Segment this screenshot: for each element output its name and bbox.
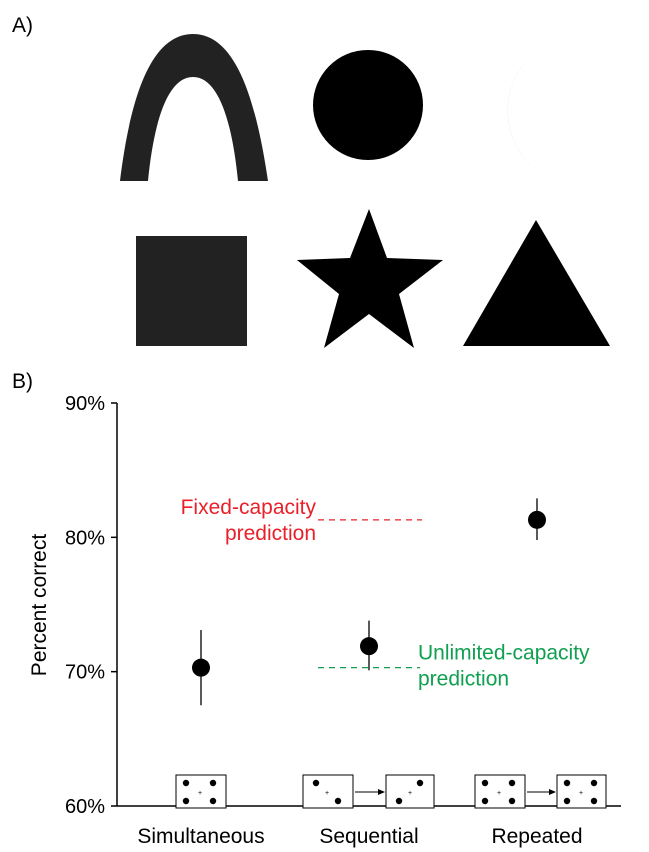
svg-text:+: + bbox=[579, 790, 583, 797]
y-tick-label: 90% bbox=[65, 393, 105, 415]
star-shape bbox=[297, 209, 443, 348]
fixed-capacity-label: Fixed-capacity bbox=[181, 496, 317, 519]
y-axis-title: Percent correct bbox=[28, 534, 51, 677]
x-category-label: Simultaneous bbox=[137, 825, 264, 848]
y-tick-label: 80% bbox=[65, 527, 105, 549]
triangle-shape bbox=[463, 220, 610, 346]
unlimited-capacity-label-line2: prediction bbox=[418, 668, 509, 691]
data-point bbox=[528, 510, 546, 529]
unlimited-capacity-label: Unlimited-capacity bbox=[418, 642, 590, 665]
panel-b-label: B) bbox=[12, 370, 33, 393]
panel-a-label: A) bbox=[12, 14, 33, 37]
svg-text:+: + bbox=[198, 790, 202, 797]
svg-text:+: + bbox=[325, 790, 329, 797]
arch-shape bbox=[120, 34, 268, 181]
y-tick-label: 70% bbox=[65, 662, 105, 684]
circle-shape bbox=[313, 50, 423, 160]
x-category-label: Sequential bbox=[319, 825, 418, 848]
icon-repeated: + + bbox=[474, 774, 607, 809]
x-category-label: Repeated bbox=[491, 825, 582, 848]
crescent-shape bbox=[507, 35, 590, 187]
square-shape bbox=[136, 236, 247, 346]
chart: Percent correct 90% 80% 70% 60% Fixed-capac… bbox=[28, 393, 621, 848]
y-tick-label: 60% bbox=[65, 796, 105, 818]
fixed-capacity-label-line2: prediction bbox=[225, 522, 316, 545]
data-point bbox=[192, 658, 210, 677]
icon-sequential: + + bbox=[302, 774, 435, 809]
svg-text:+: + bbox=[408, 790, 412, 797]
svg-text:+: + bbox=[497, 790, 501, 797]
data-point bbox=[360, 637, 378, 656]
icon-simultaneous: + bbox=[175, 774, 227, 809]
